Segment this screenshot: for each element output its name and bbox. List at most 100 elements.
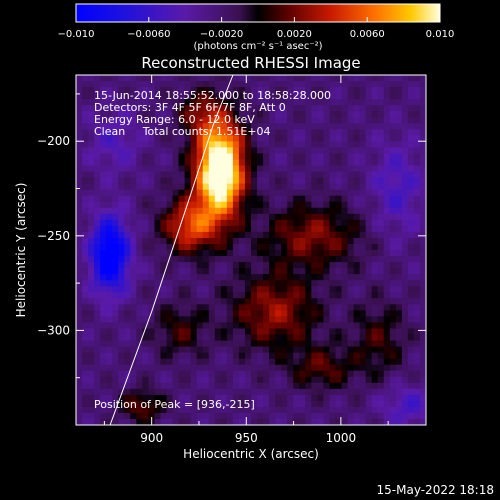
heatmap-cell	[359, 334, 367, 342]
heatmap-cell	[329, 177, 337, 185]
heatmap-cell	[172, 153, 180, 161]
heatmap-cell	[196, 105, 204, 112]
heatmap-cell	[166, 370, 174, 378]
heatmap-cell	[136, 388, 143, 396]
heatmap-cell	[335, 250, 343, 257]
heatmap-cell	[299, 412, 306, 420]
heatmap-cell	[238, 231, 246, 239]
heatmap-cell	[407, 322, 415, 330]
heatmap-cell	[220, 159, 228, 167]
heatmap-cell	[82, 322, 89, 330]
heatmap-cell	[347, 171, 355, 179]
heatmap-cell	[269, 274, 276, 281]
heatmap-cell	[353, 123, 361, 130]
heatmap-cell	[208, 394, 216, 402]
heatmap-cell	[124, 406, 131, 414]
heatmap-cell	[190, 334, 198, 342]
heatmap-cell	[226, 189, 234, 197]
heatmap-cell	[238, 213, 246, 221]
heatmap-cell	[244, 105, 252, 112]
heatmap-cell	[335, 105, 343, 112]
heatmap-cell	[238, 304, 246, 311]
heatmap-cell	[419, 412, 426, 420]
heatmap-cell	[287, 135, 294, 142]
heatmap-cell	[202, 310, 210, 317]
heatmap-cell	[365, 364, 373, 372]
heatmap-cell	[154, 328, 162, 336]
heatmap-cell	[244, 93, 252, 100]
heatmap-cell	[317, 81, 325, 88]
heatmap-cell	[341, 147, 349, 155]
heatmap-cell	[251, 412, 258, 420]
heatmap-cell	[353, 165, 361, 173]
heatmap-cell	[220, 219, 228, 227]
heatmap-cell	[154, 316, 162, 324]
heatmap-cell	[214, 171, 222, 179]
heatmap-cell	[341, 358, 349, 366]
heatmap-cell	[251, 105, 258, 112]
heatmap-cell	[287, 328, 294, 336]
heatmap-cell	[311, 207, 318, 215]
heatmap-cell	[335, 406, 343, 414]
heatmap-cell	[178, 99, 186, 106]
heatmap-cell	[154, 135, 162, 142]
heatmap-cell	[166, 406, 174, 414]
heatmap-cell	[251, 111, 258, 118]
heatmap-cell	[190, 111, 198, 118]
heatmap-cell	[124, 394, 131, 402]
heatmap-cell	[238, 418, 246, 425]
heatmap-cell	[190, 310, 198, 317]
heatmap-cell	[401, 268, 409, 275]
heatmap-cell	[202, 334, 210, 342]
heatmap-cell	[257, 268, 264, 275]
heatmap-cell	[160, 135, 168, 142]
heatmap-cell	[347, 81, 355, 88]
heatmap-cell	[142, 394, 150, 402]
heatmap-cell	[251, 400, 258, 408]
heatmap-cell	[76, 207, 83, 215]
heatmap-cell	[389, 250, 397, 257]
heatmap-cell	[323, 268, 331, 275]
heatmap-cell	[287, 364, 294, 372]
heatmap-cell	[263, 99, 270, 106]
heatmap-cell	[275, 147, 282, 155]
heatmap-cell	[377, 159, 385, 167]
heatmap-cell	[178, 183, 186, 191]
heatmap-cell	[232, 105, 240, 112]
heatmap-cell	[275, 93, 282, 100]
heatmap-cell	[136, 280, 143, 287]
heatmap-cell	[413, 268, 421, 275]
heatmap-cell	[142, 117, 150, 124]
heatmap-cell	[377, 268, 385, 275]
heatmap-cell	[353, 207, 361, 215]
heatmap-cell	[142, 189, 150, 197]
heatmap-cell	[160, 153, 168, 161]
heatmap-cell	[311, 243, 318, 251]
heatmap-cell	[166, 177, 174, 185]
heatmap-cell	[317, 310, 325, 317]
heatmap-cell	[154, 153, 162, 161]
heatmap-cell	[395, 418, 403, 425]
heatmap-cell	[347, 250, 355, 257]
heatmap-cell	[371, 141, 379, 149]
heatmap-cell	[383, 213, 391, 221]
heatmap-cell	[166, 364, 174, 372]
heatmap-cell	[281, 268, 288, 275]
heatmap-cell	[100, 153, 107, 161]
heatmap-cell	[82, 231, 89, 239]
heatmap-cell	[413, 111, 421, 118]
heatmap-cell	[317, 304, 325, 311]
heatmap-cell	[124, 250, 131, 257]
heatmap-cell	[413, 304, 421, 311]
heatmap-cell	[178, 213, 186, 221]
heatmap-cell	[305, 268, 312, 275]
heatmap-cell	[395, 400, 403, 408]
heatmap-cell	[395, 370, 403, 378]
heatmap-cell	[238, 141, 246, 149]
heatmap-cell	[329, 81, 337, 88]
heatmap-cell	[160, 412, 168, 420]
heatmap-cell	[154, 250, 162, 257]
heatmap-cell	[407, 99, 415, 106]
heatmap-cell	[136, 237, 143, 245]
heatmap-cell	[299, 364, 306, 372]
